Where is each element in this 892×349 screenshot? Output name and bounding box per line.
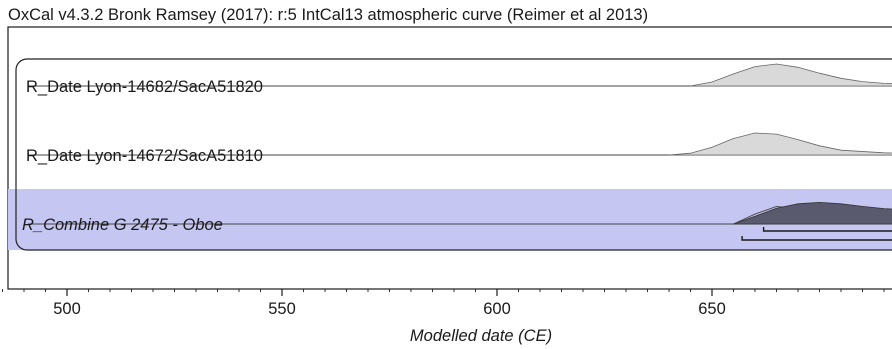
probability-distribution <box>690 63 892 87</box>
series-label: R_Combine G 2475 - Oboe <box>22 216 223 234</box>
x-tick-label: 650 <box>698 300 726 318</box>
x-tick-label: 500 <box>53 300 81 318</box>
x-axis: 500550600650700750800850 <box>2 289 885 318</box>
range-95-bracket <box>741 236 892 241</box>
chart-title: OxCal v4.3.2 Bronk Ramsey (2017): r:5 In… <box>8 6 648 24</box>
x-tick-label: 600 <box>483 300 511 318</box>
probability-distribution <box>668 132 892 156</box>
series-label: R_Date Lyon-14682/SacA51820 <box>26 78 263 96</box>
modelled-distribution <box>733 201 892 225</box>
group-frame <box>15 58 892 251</box>
series-label: R_Date Lyon-14672/SacA51810 <box>26 147 263 165</box>
series-2: R_Date Lyon-14672/SacA51810 <box>26 132 892 165</box>
range-68-bracket <box>762 227 892 232</box>
rows-layer: R_Date Lyon-14682/SacA51820 R_Date Lyon-1… <box>8 58 892 251</box>
series-1: R_Date Lyon-14682/SacA51820 <box>26 63 892 96</box>
x-tick-label: 550 <box>268 300 296 318</box>
plot-frame <box>7 26 892 290</box>
series-3: R_Combine G 2475 - Oboe <box>22 201 892 241</box>
x-axis-label: Modelled date (CE) <box>410 327 552 345</box>
